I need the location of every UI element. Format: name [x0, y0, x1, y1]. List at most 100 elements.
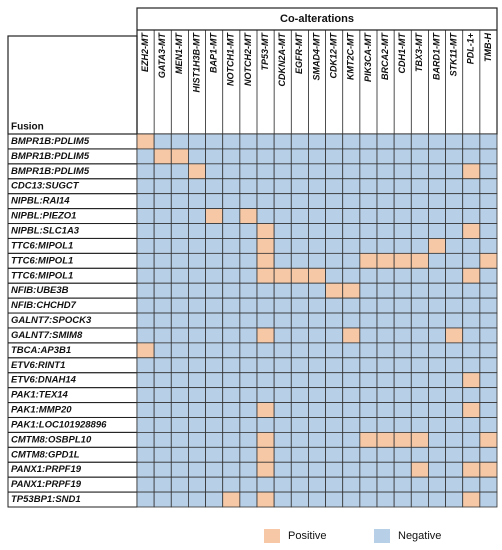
cell: [308, 163, 326, 180]
cell: [239, 431, 258, 448]
cell: [479, 223, 498, 239]
cell: [308, 252, 326, 269]
cell: [273, 312, 292, 329]
cell: [479, 327, 498, 344]
cell: [290, 297, 309, 314]
cell: [273, 461, 292, 478]
cell: [136, 252, 155, 269]
cell: [205, 133, 224, 150]
cell: [479, 267, 498, 284]
cell: [188, 282, 206, 299]
cell: [342, 357, 361, 374]
cell: [462, 193, 481, 209]
cell: [342, 312, 361, 329]
cell: [428, 387, 446, 403]
cell: [410, 372, 429, 389]
cell: [273, 327, 292, 344]
cell: [205, 312, 224, 329]
cell: [445, 267, 464, 284]
legend-label: Positive: [288, 530, 327, 542]
cell: [410, 133, 429, 150]
cell: [342, 133, 361, 150]
fusion-header-box: [7, 35, 138, 135]
cell: [256, 282, 275, 299]
cell: [153, 327, 172, 344]
cell: [462, 282, 481, 299]
cell: [325, 282, 344, 299]
cell: [393, 178, 412, 195]
cell: [428, 461, 446, 478]
cell: [359, 446, 378, 463]
cell: [136, 282, 155, 299]
cell: [222, 193, 241, 209]
cell: [410, 252, 429, 269]
cell: [342, 461, 361, 478]
cell: [256, 417, 275, 433]
row-label: BMPR1B:PDLIM5: [11, 151, 90, 162]
cell: [462, 327, 481, 344]
cell: [273, 387, 292, 403]
cell: [273, 476, 292, 493]
cell: [170, 223, 189, 239]
cell: [376, 297, 395, 314]
cell: [222, 357, 241, 374]
cell: [170, 297, 189, 314]
cell: [410, 282, 429, 299]
cell: [479, 208, 498, 224]
cell: [376, 282, 395, 299]
cell: [342, 252, 361, 269]
cell: [462, 431, 481, 448]
cell: [359, 133, 378, 150]
column-label: CDKN2A-MT: [277, 32, 287, 87]
cell: [376, 163, 395, 180]
cell: [153, 491, 172, 508]
cell: [308, 372, 326, 389]
cell: [153, 223, 172, 239]
cell: [290, 387, 309, 403]
cell: [273, 163, 292, 180]
row-label: NIPBL:SLC1A3: [11, 225, 80, 236]
cell: [445, 297, 464, 314]
column-label: GATA3-MT: [157, 32, 167, 79]
cell: [359, 431, 378, 448]
cell: [153, 372, 172, 389]
cell: [136, 208, 155, 224]
cell: [325, 402, 344, 418]
cell: [273, 193, 292, 209]
cell: [445, 372, 464, 389]
cell: [290, 327, 309, 344]
cell: [290, 417, 309, 433]
cell: [479, 387, 498, 403]
cell: [290, 342, 309, 359]
cell: [359, 476, 378, 493]
cell: [222, 297, 241, 314]
column-label: HIST1H3B-MT: [191, 32, 201, 93]
cell: [239, 208, 258, 224]
cell: [170, 357, 189, 374]
cell: [188, 476, 206, 493]
cell: [462, 267, 481, 284]
cell: [428, 267, 446, 284]
cell: [393, 193, 412, 209]
cell: [136, 193, 155, 209]
cell: [410, 476, 429, 493]
cell: [222, 446, 241, 463]
cell: [188, 267, 206, 284]
cell: [239, 252, 258, 269]
cell: [239, 193, 258, 209]
row-label: ETV6:RINT1: [11, 360, 65, 371]
row-label: ETV6:DNAH14: [11, 375, 77, 386]
cell: [170, 178, 189, 195]
cell: [290, 148, 309, 165]
cell: [376, 267, 395, 284]
cell: [136, 297, 155, 314]
cell: [239, 297, 258, 314]
cell: [205, 461, 224, 478]
column-label: PIK3CA-MT: [363, 31, 373, 82]
cell: [359, 402, 378, 418]
cell: [342, 267, 361, 284]
cell: [239, 417, 258, 433]
cell: [479, 238, 498, 254]
cell: [376, 208, 395, 224]
cell: [170, 208, 189, 224]
